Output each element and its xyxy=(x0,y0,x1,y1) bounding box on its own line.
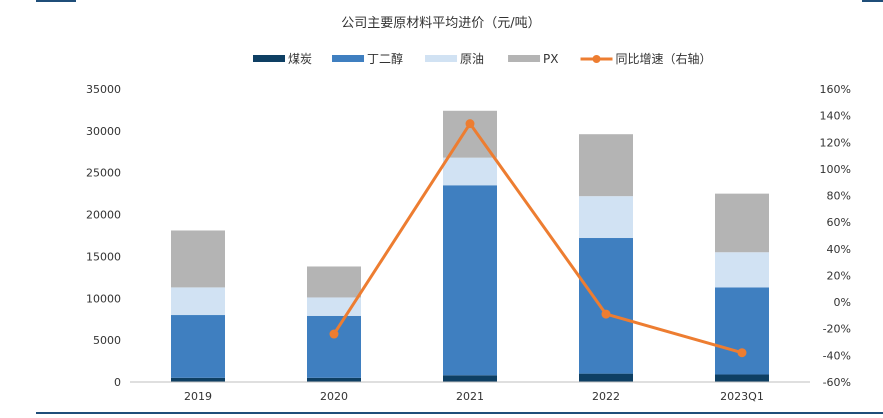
legend-marker xyxy=(592,55,601,63)
bar-segment xyxy=(579,373,633,382)
bar-segment xyxy=(171,315,225,378)
legend: 煤炭 丁二醇 原油 PX 同比增速（右轴） xyxy=(253,51,712,66)
bars xyxy=(171,110,769,382)
right-tick-label: -60% xyxy=(823,376,851,389)
frame-accent-left xyxy=(36,0,76,2)
legend-swatch xyxy=(508,55,541,62)
x-tick-label: 2023Q1 xyxy=(720,390,764,403)
bar-segment xyxy=(307,266,361,298)
right-tick-label: 120% xyxy=(820,136,851,149)
right-tick-label: 160% xyxy=(820,83,851,96)
right-tick-label: 140% xyxy=(820,110,851,123)
left-tick-label: 15000 xyxy=(86,250,121,263)
legend-label: 原油 xyxy=(460,52,484,66)
x-axis: 2019 2020 2021 2022 2023Q1 xyxy=(130,381,810,403)
bar-segment xyxy=(171,230,225,288)
x-tick-label: 2021 xyxy=(456,390,484,403)
right-tick-label: 60% xyxy=(827,216,851,229)
right-tick-label: 100% xyxy=(820,163,851,176)
bar-segment xyxy=(307,377,361,382)
right-tick-label: 20% xyxy=(827,269,851,282)
bar-segment xyxy=(443,157,497,186)
right-tick-label: -20% xyxy=(823,323,851,336)
legend-label: 同比增速（右轴） xyxy=(616,51,712,66)
left-tick-label: 35000 xyxy=(86,83,121,96)
bar-segment xyxy=(171,287,225,316)
legend-label: PX xyxy=(543,52,558,66)
x-tick-label: 2019 xyxy=(184,390,212,403)
x-tick-label: 2020 xyxy=(320,390,348,403)
bar-segment xyxy=(579,238,633,374)
bar-segment xyxy=(715,374,769,382)
right-tick-label: 0% xyxy=(834,296,851,309)
left-tick-label: 5000 xyxy=(93,334,121,347)
legend-swatch xyxy=(425,55,458,62)
left-tick-label: 20000 xyxy=(86,209,121,222)
bar-segment xyxy=(715,287,769,375)
chart-title: 公司主要原材料平均进价（元/吨） xyxy=(341,16,540,31)
right-axis: -60% -40% -20% 0% 20% 40% 60% 80% 100% 120% 140% 16… xyxy=(820,83,851,389)
bar-segment xyxy=(307,315,361,378)
frame-accent-right xyxy=(862,0,883,2)
bottom-border xyxy=(36,412,883,414)
bar-segment xyxy=(171,377,225,382)
legend-swatch xyxy=(332,55,365,62)
growth-point xyxy=(737,348,747,358)
left-tick-label: 0 xyxy=(114,376,121,389)
bar-segment xyxy=(579,134,633,197)
bar-segment xyxy=(443,375,497,382)
right-tick-label: 40% xyxy=(827,243,851,256)
growth-line xyxy=(329,119,747,358)
legend-label: 丁二醇 xyxy=(367,51,403,66)
left-tick-label: 10000 xyxy=(86,292,121,305)
left-axis: 0 5000 10000 15000 20000 25000 30000 35000 xyxy=(86,83,121,389)
bar-segment xyxy=(715,193,769,253)
left-tick-label: 25000 xyxy=(86,167,121,180)
right-tick-label: -40% xyxy=(823,349,851,362)
bar-segment xyxy=(443,185,497,376)
right-tick-label: 80% xyxy=(827,190,851,203)
x-tick-label: 2022 xyxy=(592,390,620,403)
left-tick-label: 30000 xyxy=(86,125,121,138)
legend-label: 煤炭 xyxy=(288,52,312,66)
growth-point xyxy=(601,309,611,319)
growth-point xyxy=(329,329,339,339)
bar-segment xyxy=(579,196,633,239)
growth-line-path xyxy=(332,122,743,355)
growth-point xyxy=(465,119,475,129)
legend-swatch xyxy=(253,55,285,62)
bar-segment xyxy=(715,252,769,288)
